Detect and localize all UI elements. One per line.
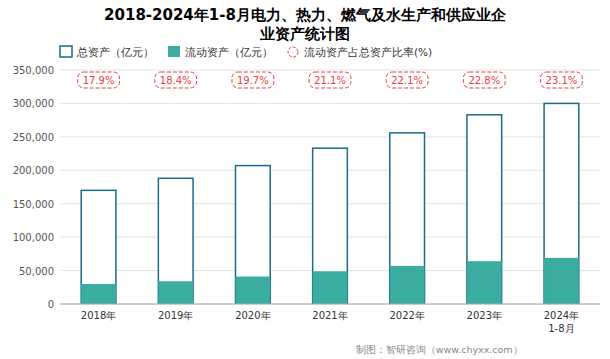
bar [313,148,348,304]
ratio-labels: 17.9% 18.4% 19.7% 21.1% 22.1% 22.8% 23.1% [78,72,583,88]
ratio-label: 21.1% [314,75,346,86]
bar [236,277,271,304]
ratio-label: 22.1% [391,75,423,86]
ratio-label: 23.1% [546,75,578,86]
y-tick-label: 50,000 [19,266,54,277]
bar [158,178,193,304]
x-tick-label: 2022年 [389,310,424,321]
legend-swatch [168,46,180,57]
ratio-box [155,72,197,88]
grid-line [60,103,600,104]
y-tick-label: 350,000 [13,65,54,76]
x-axis-line [60,304,600,305]
bar [158,281,193,304]
ratio-label: 22.8% [468,75,500,86]
y-tick-label: 0 [48,299,54,310]
x-tick-label: 2023年 [467,310,502,321]
bar [467,115,502,304]
legend-label: 流动资产占总资产比率(%) [304,46,432,58]
y-tick-label: 150,000 [13,199,54,210]
chart: 2018-2024年1-8月电力、热力、燃气及水生产和供应业企业资产统计图 0 50… [0,0,610,359]
legend-swatch [60,46,72,57]
y-tick-label: 200,000 [13,165,54,176]
footer: 制图：智研咨询（www.chyxx.com） [356,344,523,355]
bar [81,284,116,304]
bar [544,258,579,304]
x-tick-label: 2020年 [235,310,270,321]
bar [467,261,502,304]
x-tick-label: 2018年 [81,310,116,321]
grid-line [60,136,600,137]
ratio-box [232,72,274,88]
ratio-box [386,72,428,88]
ratio-label: 19.7% [237,75,269,86]
y-tick-label: 100,000 [13,232,54,243]
bar [81,190,116,304]
legend: 总资产（亿元） 流动资产（亿元） 流动资产占总资产比率(%) [60,46,432,58]
ratio-box [309,72,351,88]
grid-line [60,70,600,71]
ratio-label: 17.9% [83,75,115,86]
ratio-box [541,72,583,88]
bar [236,166,271,304]
bar [390,133,425,304]
ratio-box [463,72,505,88]
x-tick-label: 2021年 [312,310,347,321]
legend-label: 总资产（亿元） [76,46,154,58]
ratio-label: 18.4% [160,75,192,86]
bar [544,103,579,304]
x-tick-label: 2019年 [158,310,193,321]
bar [313,271,348,304]
title: 2018-2024年1-8月电力、热力、燃气及水生产和供应业企业资产统计图 [104,6,507,43]
grid-line [60,304,600,305]
x-tick-label: 2024年1-8月 [544,310,579,334]
ratio-box [78,72,120,88]
legend-swatch [288,47,298,57]
y-tick-label: 300,000 [13,98,54,109]
bars [81,103,579,304]
bar [390,266,425,304]
legend-label: 流动资产（亿元） [185,46,273,58]
y-tick-label: 250,000 [13,132,54,143]
